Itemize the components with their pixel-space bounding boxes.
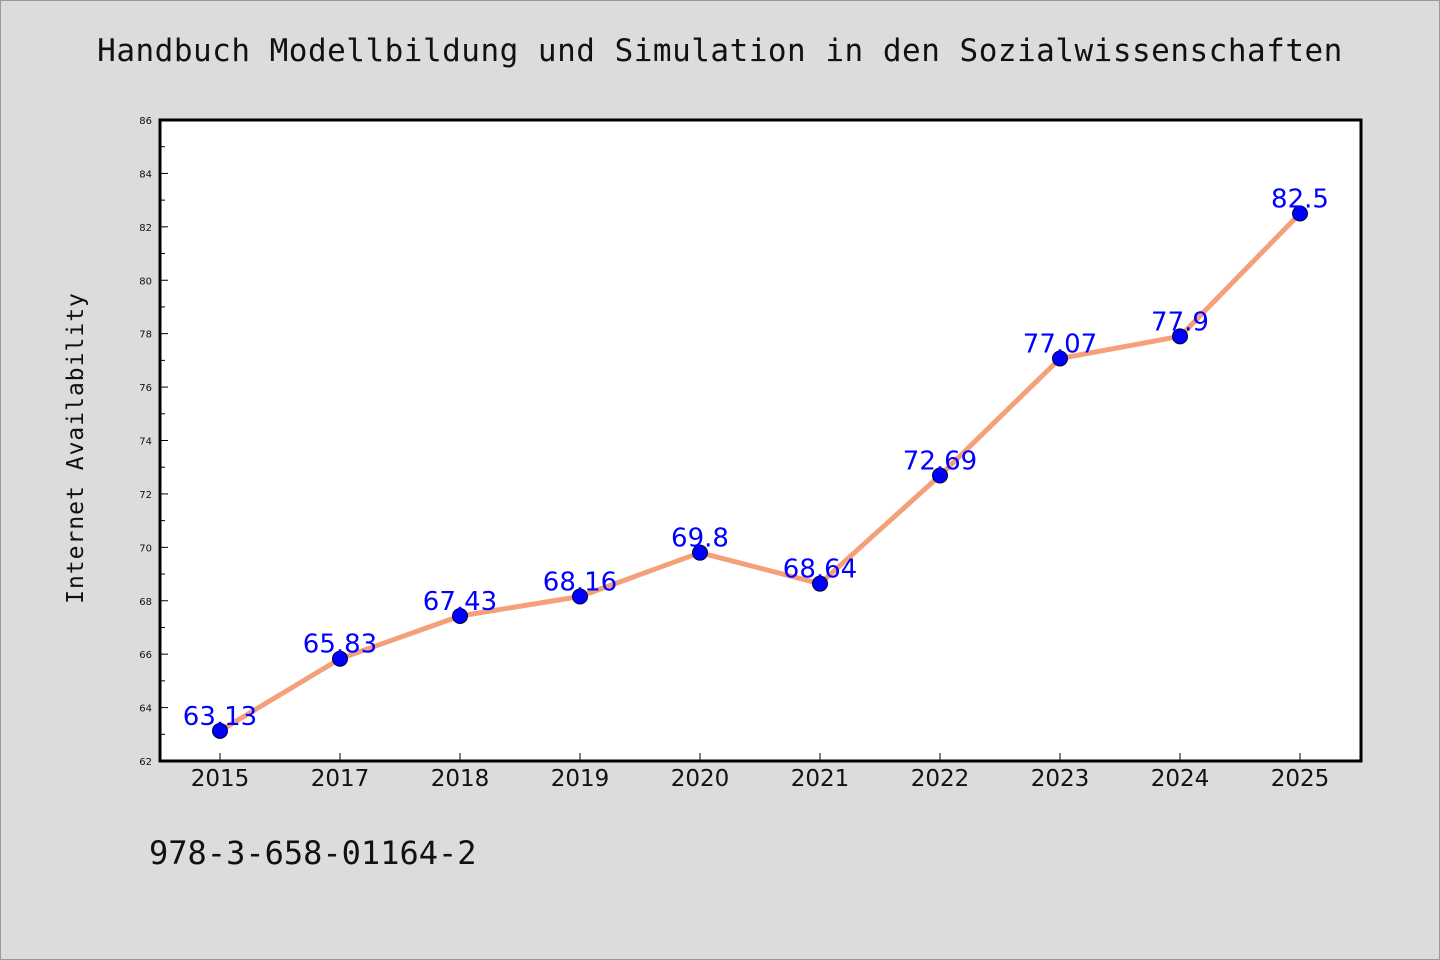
- x-tick-label: 2019: [551, 766, 610, 792]
- x-tick-label: 2021: [791, 766, 850, 792]
- y-tick-label: 70: [139, 543, 152, 554]
- y-tick-label: 76: [139, 383, 152, 394]
- y-tick-label: 84: [139, 169, 152, 180]
- data-label: 82.5: [1271, 184, 1329, 214]
- chart-title: Handbuch Modellbildung und Simulation in…: [97, 33, 1343, 69]
- data-label: 65.83: [303, 630, 377, 660]
- data-point: [812, 575, 828, 592]
- isbn-annotation: 978-3-658-01164-2: [149, 834, 477, 872]
- data-point: [332, 650, 348, 667]
- data-point: [692, 544, 708, 561]
- data-label: 77.9: [1151, 307, 1209, 337]
- x-tick-label: 2017: [311, 766, 370, 792]
- data-point: [212, 722, 228, 739]
- data-label: 67.43: [423, 587, 497, 617]
- data-point: [1172, 328, 1188, 345]
- data-point: [452, 607, 468, 624]
- x-axis: 2015 2017 2018 2019 2020 2021 2022 2023 2024 2025: [191, 753, 1330, 792]
- y-tick-label: 82: [139, 223, 152, 234]
- y-tick-label: 68: [139, 597, 152, 608]
- x-tick-label: 2024: [1151, 766, 1210, 792]
- data-label: 72.69: [903, 446, 977, 476]
- y-tick-label: 78: [139, 330, 152, 341]
- y-axis: 62 64 66 68 70 72 74 76 78 80 82 84 86: [139, 116, 168, 768]
- y-tick-label: 80: [139, 276, 152, 287]
- plot-border: [158, 118, 1363, 763]
- x-tick-label: 2020: [671, 766, 730, 792]
- x-tick-label: 2018: [431, 766, 490, 792]
- series-layer: 63.13 65.83 67.43 68.16 69.8 68.64 72.69 77.07 7…: [183, 184, 1329, 739]
- y-tick-label: 72: [139, 490, 152, 501]
- y-tick-label: 66: [139, 650, 152, 661]
- data-point: [572, 588, 588, 605]
- y-tick-label: 74: [139, 437, 152, 448]
- data-label: 63.13: [183, 702, 257, 732]
- x-tick-label: 2025: [1271, 766, 1330, 792]
- x-tick-label: 2022: [911, 766, 970, 792]
- data-label: 77.07: [1023, 330, 1097, 360]
- data-point: [932, 467, 948, 484]
- y-tick-label: 62: [139, 757, 152, 768]
- y-tick-label: 86: [139, 116, 152, 127]
- x-tick-label: 2023: [1031, 766, 1090, 792]
- data-label: 68.16: [543, 567, 617, 597]
- data-label: 69.8: [671, 524, 729, 554]
- data-point: [1292, 205, 1308, 222]
- data-label: 68.64: [783, 555, 857, 585]
- x-tick-label: 2015: [191, 766, 250, 792]
- series-line: [217, 210, 1303, 734]
- y-tick-label: 64: [139, 704, 152, 715]
- data-point: [1052, 350, 1068, 367]
